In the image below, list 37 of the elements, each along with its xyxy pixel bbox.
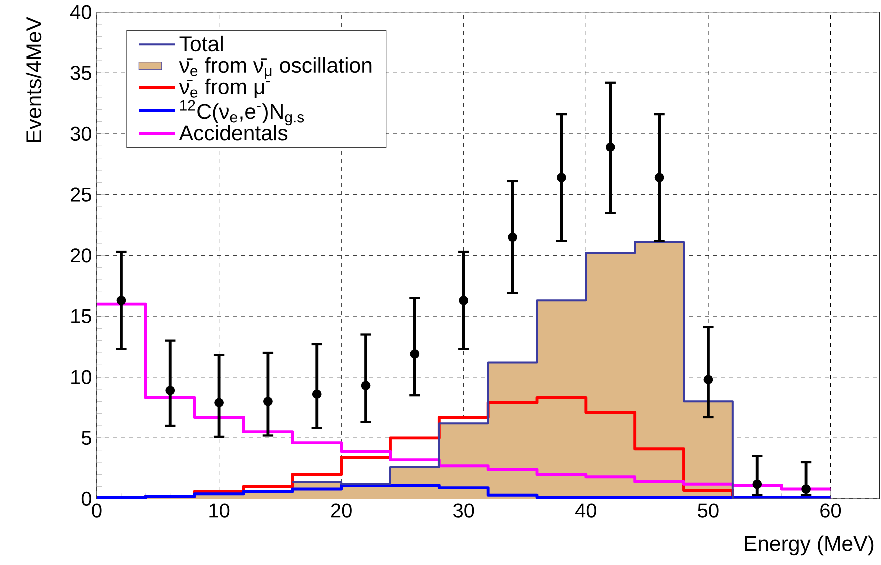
x-tick-label: 20: [331, 504, 352, 518]
point: [654, 173, 664, 182]
y-tick-label: 30: [70, 126, 92, 142]
x-tick-label: 0: [92, 504, 102, 518]
x-tick-label: 50: [698, 504, 719, 518]
point: [312, 390, 322, 400]
point: [410, 350, 420, 359]
point: [459, 296, 469, 306]
point: [264, 397, 273, 406]
y-axis-title: Events/4MeV: [26, 17, 42, 142]
legend-label: Total: [180, 36, 223, 52]
point: [116, 296, 126, 306]
y-tick-label: 25: [71, 188, 92, 202]
y-tick-label: 20: [71, 248, 92, 263]
x-axis-title: Energy (MeV): [745, 536, 874, 556]
point: [508, 232, 518, 242]
point: [557, 173, 566, 182]
point: [704, 375, 714, 384]
point: [361, 381, 371, 391]
legend-label: ν̄$_{e}$ from ν̄$_{μ}$ oscillation: [179, 57, 372, 80]
x-tick-label: 30: [454, 504, 474, 518]
y-tick-label: 15: [72, 310, 92, 324]
point: [606, 142, 616, 152]
point: [752, 480, 762, 490]
y-tick-label: 0: [82, 492, 92, 506]
legend-label: Accidentals: [179, 125, 288, 141]
legend-label: ν̄$_{e}$ from μ$^{-}$: [179, 78, 270, 98]
y-tick-label: 35: [70, 66, 92, 80]
x-tick-label: 60: [820, 504, 842, 518]
point: [214, 398, 224, 408]
y-tick-label: 5: [82, 431, 92, 446]
y-tick-label: 10: [72, 370, 92, 384]
legend-label: $^{12}$C(ν$_{e}$,e$^{-}$)N$_{g.s}$: [180, 100, 304, 126]
x-tick-label: 10: [210, 504, 230, 518]
x-tick-label: 40: [576, 504, 596, 518]
point: [166, 386, 176, 396]
y-tick-label: 40: [70, 5, 92, 20]
